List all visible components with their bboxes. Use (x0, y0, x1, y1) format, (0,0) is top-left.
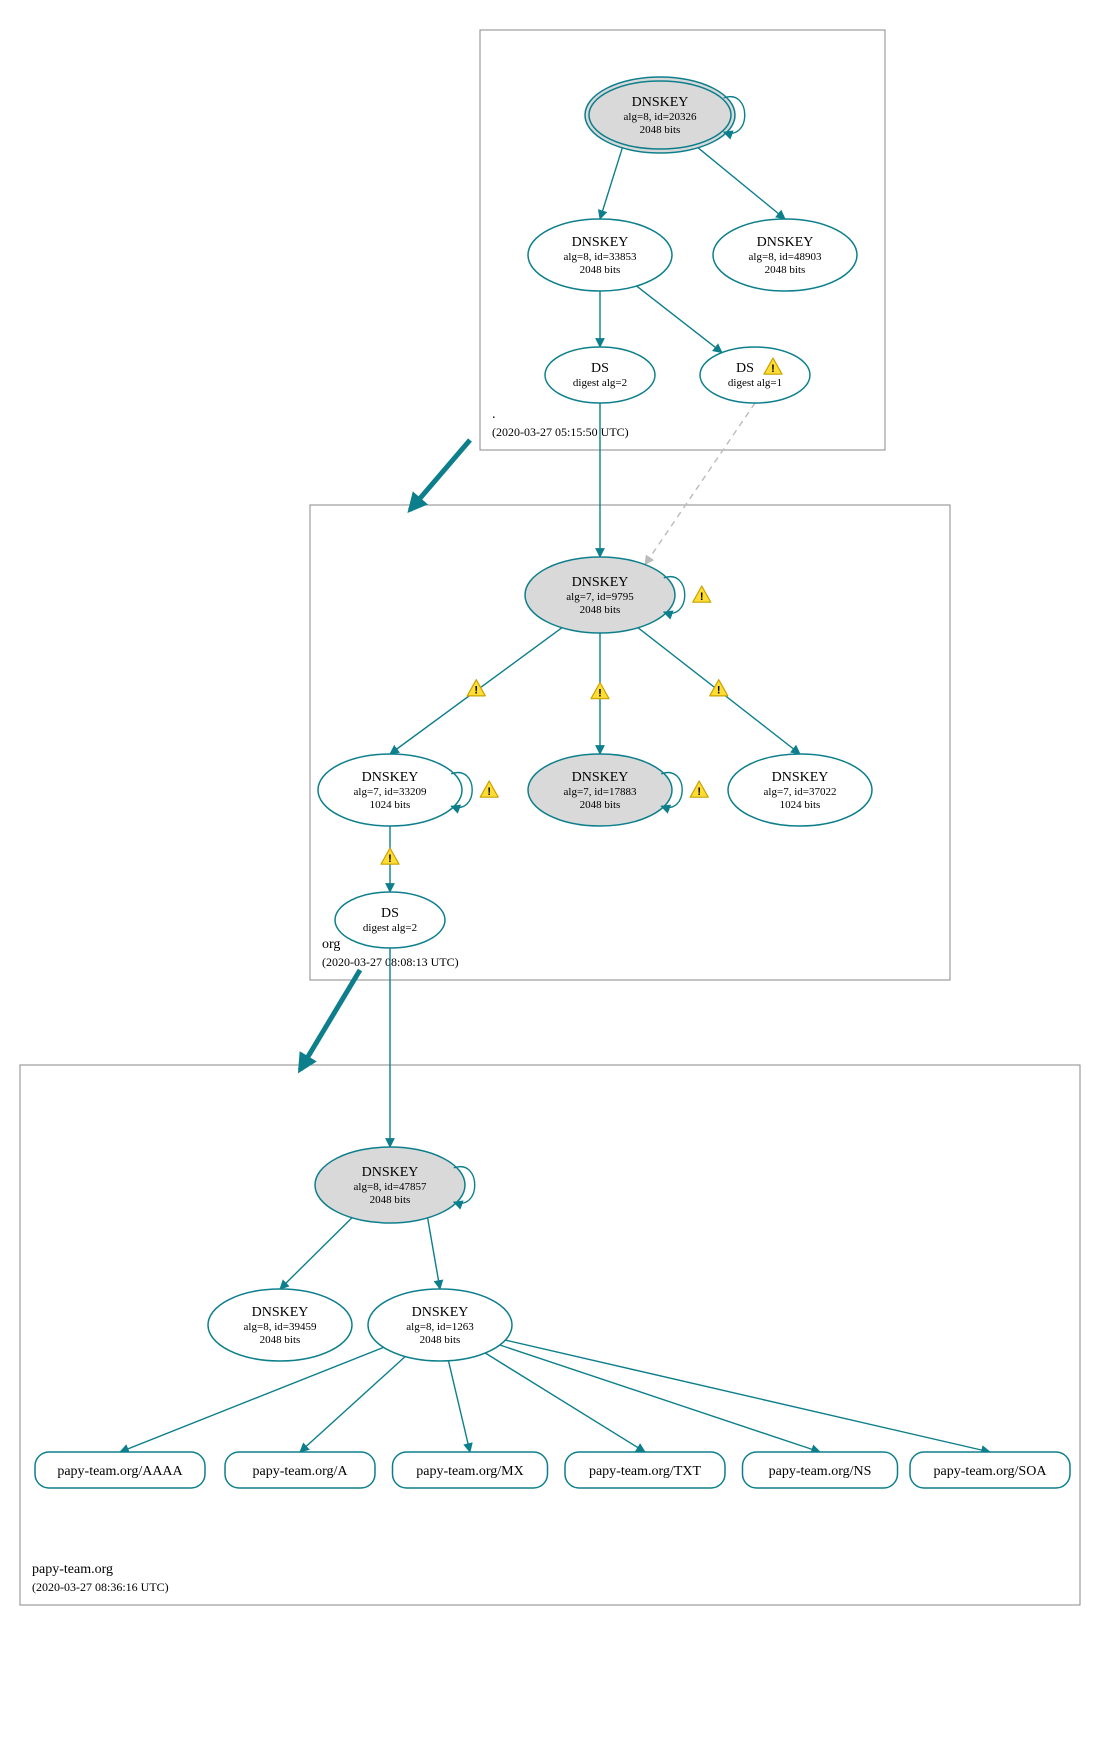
node-title-dom_zsk1: DNSKEY (252, 1305, 309, 1320)
rr-edge (120, 1347, 384, 1452)
edge (698, 147, 786, 219)
node-title-dom_ksk: DNSKEY (362, 1165, 419, 1180)
node-line2-dom_ksk: alg=8, id=47857 (354, 1181, 427, 1193)
zone-delegation-arrow (300, 970, 360, 1070)
node-line3-dom_ksk: 2048 bits (370, 1194, 411, 1206)
node-line2-org_ksk: alg=7, id=9795 (566, 591, 634, 603)
node-line3-dom_zsk2: 2048 bits (420, 1334, 461, 1346)
warning-icon: ! (467, 680, 485, 697)
rr-edge (505, 1340, 990, 1452)
node-line3-org_ksk: 2048 bits (580, 604, 621, 616)
zone-label-root: . (492, 407, 496, 422)
svg-text:!: ! (700, 591, 704, 603)
node-title-org_zsk2: DNSKEY (572, 770, 629, 785)
node-line3-root_zsk2: 2048 bits (765, 264, 806, 276)
zone-label-dom: papy-team.org (32, 1562, 113, 1577)
rr-label-rr_txt: papy-team.org/TXT (589, 1464, 702, 1479)
dnssec-diagram: . (2020-03-27 05:15:50 UTC) org (2020-03-27… (0, 0, 1111, 1742)
node-title-root_ds1: DS (591, 361, 609, 376)
node-title-root_zsk2: DNSKEY (757, 235, 814, 250)
node-line2-dom_zsk2: alg=8, id=1263 (406, 1321, 474, 1333)
rr-edge (300, 1357, 405, 1452)
zone-delegation-arrow (410, 440, 470, 510)
warning-icon: ! (591, 683, 609, 700)
node-line2-root_ds2: digest alg=1 (728, 377, 782, 389)
svg-text:!: ! (474, 685, 478, 697)
node-line2-org_ds: digest alg=2 (363, 922, 417, 934)
node-line3-dom_zsk1: 2048 bits (260, 1334, 301, 1346)
warning-icon: ! (690, 781, 708, 798)
rr-label-rr_soa: papy-team.org/SOA (934, 1464, 1048, 1479)
node-title-root_ksk: DNSKEY (632, 95, 689, 110)
svg-text:!: ! (697, 786, 701, 798)
rr-label-rr_ns: papy-team.org/NS (769, 1464, 872, 1479)
node-title-org_ds: DS (381, 906, 399, 921)
node-title-root_zsk1: DNSKEY (572, 235, 629, 250)
edge (600, 147, 623, 219)
node-title-org_ksk: DNSKEY (572, 575, 629, 590)
node-title-org_zsk3: DNSKEY (772, 770, 829, 785)
svg-text:!: ! (771, 363, 775, 375)
node-line2-root_zsk2: alg=8, id=48903 (749, 251, 822, 263)
edge (645, 403, 755, 565)
svg-text:!: ! (598, 687, 602, 699)
zone-box-dom (20, 1065, 1080, 1605)
node-line2-root_ksk: alg=8, id=20326 (624, 111, 697, 123)
svg-text:!: ! (388, 853, 392, 865)
zone-timestamp-root: (2020-03-27 05:15:50 UTC) (492, 425, 629, 439)
edge (636, 286, 722, 353)
node-line2-org_zsk3: alg=7, id=37022 (764, 786, 837, 798)
node-line2-root_ds1: digest alg=2 (573, 377, 627, 389)
node-line3-root_ksk: 2048 bits (640, 124, 681, 136)
edge (428, 1217, 441, 1289)
node-line3-root_zsk1: 2048 bits (580, 264, 621, 276)
rr-edge (485, 1353, 645, 1452)
edge (280, 1217, 353, 1289)
zone-label-org: org (322, 937, 340, 952)
node-root_ds2 (700, 347, 810, 403)
svg-text:!: ! (487, 786, 491, 798)
warning-icon: ! (480, 781, 498, 798)
node-line3-org_zsk3: 1024 bits (780, 799, 821, 811)
node-line2-dom_zsk1: alg=8, id=39459 (244, 1321, 317, 1333)
node-line2-org_zsk1: alg=7, id=33209 (354, 786, 427, 798)
node-title-org_zsk1: DNSKEY (362, 770, 419, 785)
node-title-root_ds2: DS (736, 361, 754, 376)
zone-timestamp-dom: (2020-03-27 08:36:16 UTC) (32, 1580, 169, 1594)
warning-icon: ! (710, 680, 728, 697)
node-title-dom_zsk2: DNSKEY (412, 1305, 469, 1320)
svg-text:!: ! (717, 685, 721, 697)
rr-label-rr_aaaa: papy-team.org/AAAA (57, 1464, 183, 1479)
node-line2-org_zsk2: alg=7, id=17883 (564, 786, 637, 798)
node-line3-org_zsk1: 1024 bits (370, 799, 411, 811)
rr-edge (500, 1345, 820, 1452)
node-line3-org_zsk2: 2048 bits (580, 799, 621, 811)
rr-label-rr_mx: papy-team.org/MX (416, 1464, 523, 1479)
rr-edge (448, 1361, 470, 1452)
rr-label-rr_a: papy-team.org/A (253, 1464, 349, 1479)
nodes-layer: DNSKEYalg=8, id=203262048 bitsDNSKEYalg=… (35, 77, 1070, 1488)
warning-icon: ! (693, 586, 711, 603)
node-line2-root_zsk1: alg=8, id=33853 (564, 251, 637, 263)
warning-icon: ! (381, 848, 399, 865)
